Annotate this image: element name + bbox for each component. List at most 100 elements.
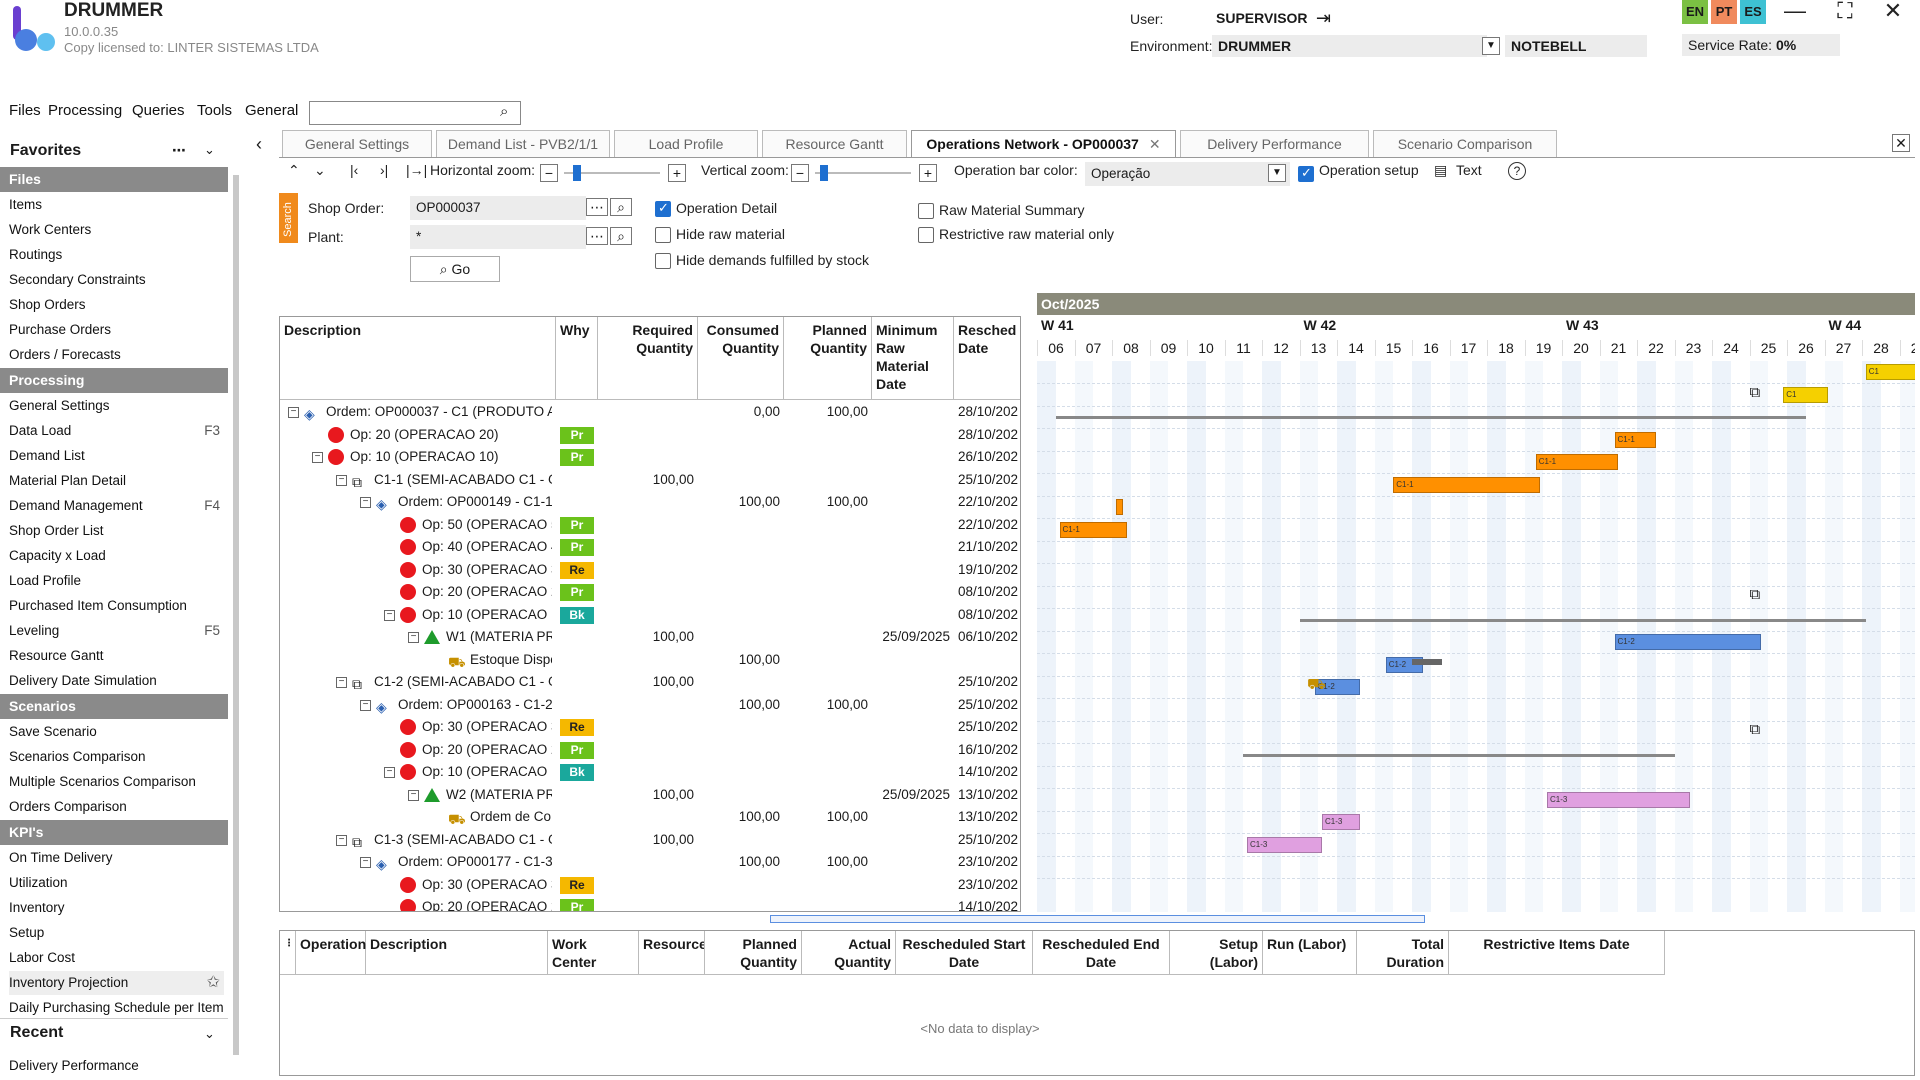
env-dropdown-icon[interactable]: ▼	[1482, 37, 1500, 55]
env-select[interactable]: DRUMMER	[1212, 35, 1487, 57]
close-icon[interactable]: ✕	[1883, 0, 1903, 23]
favorites-collapse-icon[interactable]: ⌄	[204, 142, 215, 157]
sidebar-item[interactable]: Secondary Constraints	[9, 268, 224, 292]
tab-close-icon[interactable]: ✕	[1148, 136, 1161, 152]
menu-processing[interactable]: Processing	[48, 102, 123, 119]
bcol-resched-start[interactable]: Rescheduled Start Date	[896, 931, 1033, 975]
op-setup-checkbox[interactable]	[1298, 165, 1314, 182]
recent-item[interactable]: Delivery Performance	[9, 1058, 139, 1073]
bcol-planned-qty[interactable]: Planned Quantity	[705, 931, 802, 975]
expand-toggle-icon[interactable]: −	[312, 452, 323, 463]
expand-toggle-icon[interactable]: −	[360, 699, 371, 711]
go-button[interactable]: ⌕ Go	[410, 256, 500, 282]
plant-more-icon[interactable]: ⋯	[586, 227, 608, 245]
sidebar-item[interactable]: Demand Management F4	[9, 494, 224, 518]
tabs-back-icon[interactable]: ‹	[256, 134, 262, 154]
sidebar-item[interactable]: Work Centers	[9, 218, 224, 242]
col-required-qty[interactable]: Required Quantity	[598, 317, 698, 399]
sidebar-item[interactable]: Inventory Projection ✩	[9, 971, 224, 995]
table-row[interactable]: ⛟ Estoque Dispo 100,00	[280, 649, 1020, 672]
hzoom-plus-button[interactable]: +	[668, 164, 686, 182]
table-row[interactable]: Op: 50 (OPERACAO 5 Pr 22/10/202	[280, 514, 1020, 537]
first-icon[interactable]: |‹	[350, 162, 359, 178]
gantt-bar[interactable]	[1115, 499, 1124, 515]
op-detail-checkbox[interactable]	[655, 200, 671, 217]
gantt-bar[interactable]: C1-1	[1614, 431, 1656, 448]
tab-4[interactable]: Operations Network - OP000037 ✕	[911, 130, 1176, 157]
col-min-raw-date[interactable]: Minimum Raw Material Date	[872, 317, 954, 399]
hzoom-minus-button[interactable]: −	[540, 164, 558, 182]
table-row[interactable]: − ◈ Ordem: OP000163 - C1-2 100,00 100,00 25/1…	[280, 694, 1020, 717]
bar-color-select[interactable]: Operação	[1085, 162, 1290, 186]
table-row[interactable]: − ◈ Ordem: OP000177 - C1-3 100,00 100,00 23/1…	[280, 851, 1020, 874]
col-planned-qty[interactable]: Planned Quantity	[784, 317, 872, 399]
expand-toggle-icon[interactable]: −	[360, 857, 371, 868]
gantt-bar[interactable]: C1-2	[1614, 634, 1761, 650]
logout-icon[interactable]: ⇥	[1316, 8, 1332, 28]
lang-en-button[interactable]: EN	[1682, 0, 1708, 24]
bcol-operation[interactable]: Operation	[296, 931, 366, 975]
sidebar-item[interactable]: Capacity x Load	[9, 544, 224, 568]
table-row[interactable]: − W1 (MATERIA PR 100,00 25/09/2025 06/10/202	[280, 626, 1020, 649]
plant-search-icon[interactable]: ⌕	[610, 227, 632, 245]
shop-order-search-icon[interactable]: ⌕	[610, 198, 632, 216]
sidebar-item[interactable]: Purchase Orders	[9, 318, 224, 342]
sidebar-item[interactable]: Save Scenario	[9, 720, 224, 744]
table-row[interactable]: Op: 30 (OPERACAO 3 Re 23/10/202	[280, 874, 1020, 897]
bcol-resched-end[interactable]: Rescheduled End Date	[1033, 931, 1170, 975]
sidebar-item[interactable]: Scenarios Comparison	[9, 745, 224, 769]
collapse-down-icon[interactable]: ⌄	[314, 162, 326, 178]
bcol-work-center[interactable]: Work Center	[548, 931, 639, 975]
shop-order-input[interactable]: OP000037	[410, 196, 586, 220]
shop-order-more-icon[interactable]: ⋯	[586, 198, 608, 216]
sidebar-section-3[interactable]: KPI's	[0, 820, 228, 845]
col-description[interactable]: Description	[280, 317, 556, 399]
tab-1[interactable]: Demand List - PVB2/1/1	[436, 130, 610, 157]
sidebar-item[interactable]: Leveling F5	[9, 619, 224, 643]
sidebar-item[interactable]: Shop Order List	[9, 519, 224, 543]
table-row[interactable]: Op: 20 (OPERACAO 2 Pr 14/10/202	[280, 896, 1020, 911]
lang-pt-button[interactable]: PT	[1711, 0, 1737, 24]
vzoom-minus-button[interactable]: −	[791, 164, 809, 182]
vzoom-plus-button[interactable]: +	[919, 164, 937, 182]
sidebar-section-0[interactable]: Files	[0, 167, 228, 192]
tab-5[interactable]: Delivery Performance	[1180, 130, 1369, 157]
bcol-resource[interactable]: Resource	[639, 931, 705, 975]
gantt-bar[interactable]: C1-2	[1314, 679, 1360, 695]
menu-files[interactable]: Files	[9, 102, 41, 119]
gantt-bar[interactable]: C1	[1783, 386, 1829, 403]
sidebar-item[interactable]: Utilization	[9, 871, 224, 895]
sidebar-item[interactable]: General Settings	[9, 394, 224, 418]
gantt-bar[interactable]: C1-1	[1393, 476, 1540, 493]
help-icon[interactable]: ?	[1508, 162, 1526, 180]
bcol-total-duration[interactable]: Total Duration	[1357, 931, 1449, 975]
gantt-hscrollbar[interactable]	[770, 915, 1425, 923]
menu-tools[interactable]: Tools	[197, 102, 233, 119]
bcol-setup-labor[interactable]: Setup (Labor)	[1170, 931, 1263, 975]
raw-summary-checkbox[interactable]	[918, 203, 934, 219]
col-why[interactable]: Why	[556, 317, 598, 399]
plant-input[interactable]: *	[410, 225, 586, 249]
table-row[interactable]: − ◈ Ordem: OP000037 - C1 (PRODUTO A 0,00 100…	[280, 401, 1020, 424]
sidebar-item[interactable]: Data Load F3	[9, 419, 224, 443]
sidebar-item[interactable]: Orders Comparison	[9, 795, 224, 819]
network-node-icon[interactable]: ⧉	[1749, 721, 1761, 738]
table-row[interactable]: Op: 30 (OPERACAO 3 Re 19/10/202	[280, 559, 1020, 582]
table-row[interactable]: ⛟ Ordem de Co 100,00 100,00 13/10/202	[280, 806, 1020, 829]
table-row[interactable]: Op: 40 (OPERACAO 4 Pr 21/10/202	[280, 536, 1020, 559]
gantt-bar[interactable]: C1-1	[1059, 521, 1127, 538]
sidebar-item[interactable]: Demand List	[9, 444, 224, 468]
sidebar-section-1[interactable]: Processing	[0, 368, 228, 393]
gantt-bar[interactable]: C1-3	[1247, 836, 1322, 853]
restrictive-checkbox[interactable]	[918, 227, 934, 243]
network-node-icon[interactable]: ⧉	[1749, 586, 1761, 603]
sidebar-section-2[interactable]: Scenarios	[0, 694, 228, 719]
expand-toggle-icon[interactable]: −	[288, 407, 299, 418]
menu-search-input[interactable]	[309, 101, 521, 125]
table-row[interactable]: − Op: 10 (OPERACAO 1 Bk 14/10/202	[280, 761, 1020, 784]
table-row[interactable]: Op: 20 (OPERACAO 2 Pr 16/10/202	[280, 739, 1020, 762]
bcol-actual-qty[interactable]: Actual Quantity	[802, 931, 896, 975]
menu-queries[interactable]: Queries	[132, 102, 185, 119]
search-icon[interactable]: ⌕	[500, 103, 509, 120]
gantt-bar[interactable]: C1-1	[1535, 454, 1619, 470]
